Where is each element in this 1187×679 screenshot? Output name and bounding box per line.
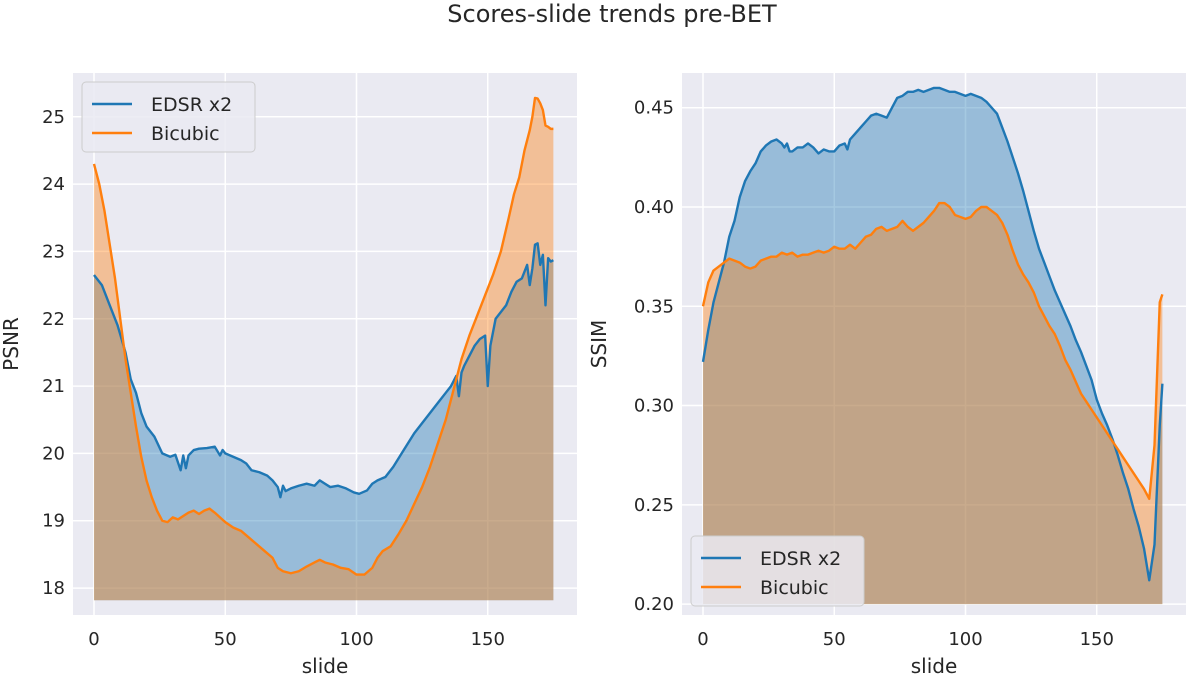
area-bicubic <box>94 97 554 601</box>
y-tick-label: 19 <box>42 511 65 532</box>
y-tick-label: 0.20 <box>634 594 674 615</box>
y-tick-label: 24 <box>42 174 65 195</box>
y-tick-label: 0.40 <box>634 197 674 218</box>
y-tick-label: 0.45 <box>634 98 674 119</box>
y-tick-label: 18 <box>42 578 65 599</box>
line-edsr <box>93 242 554 499</box>
y-tick-label: 25 <box>42 107 65 128</box>
legend: EDSR x2 Bicubic <box>690 535 865 607</box>
area-edsr <box>94 243 554 601</box>
y-tick-label: 22 <box>42 309 65 330</box>
plot-area <box>682 73 1186 615</box>
y-tick-label: 0.25 <box>634 495 674 516</box>
x-tick-label: 0 <box>697 629 708 650</box>
figure-title: Scores-slide trends pre-BET <box>447 0 777 28</box>
ssim-chart: 0 50 100 150 0.20 0.25 0.30 0.35 0.40 0.45 slide SS… <box>587 73 1186 678</box>
y-tick-label: 21 <box>42 376 65 397</box>
x-tick-label: 150 <box>1080 629 1114 650</box>
y-axis-label: SSIM <box>587 320 611 369</box>
legend: EDSR x2 Bicubic <box>81 81 256 153</box>
legend-label: Bicubic <box>151 123 220 145</box>
y-tick-label: 23 <box>42 241 65 262</box>
x-tick-label: 150 <box>471 629 505 650</box>
x-tick-label: 100 <box>948 629 982 650</box>
line-bicubic <box>701 201 1164 501</box>
legend-box <box>690 535 865 607</box>
x-axis-label: slide <box>302 654 349 678</box>
psnr-chart: 0 50 100 150 18 19 20 21 22 23 24 25 slide PSNR EDSR x… <box>0 73 577 678</box>
y-tick-label: 20 <box>42 443 65 464</box>
legend-box <box>81 81 256 153</box>
x-tick-label: 50 <box>823 629 846 650</box>
legend-label: Bicubic <box>760 577 829 599</box>
y-tick-label: 0.35 <box>634 296 674 317</box>
area-bicubic <box>703 203 1163 605</box>
y-axis-label: PSNR <box>0 317 23 371</box>
legend-label: EDSR x2 <box>151 94 232 116</box>
y-tick-label: 0.30 <box>634 396 674 417</box>
line-edsr <box>701 86 1164 582</box>
x-tick-label: 50 <box>214 629 237 650</box>
x-axis-label: slide <box>911 654 958 678</box>
plot-area <box>73 73 577 615</box>
x-tick-label: 0 <box>88 629 99 650</box>
area-edsr <box>703 87 1163 605</box>
legend-label: EDSR x2 <box>760 548 841 570</box>
line-bicubic <box>92 96 554 576</box>
x-tick-label: 100 <box>339 629 373 650</box>
